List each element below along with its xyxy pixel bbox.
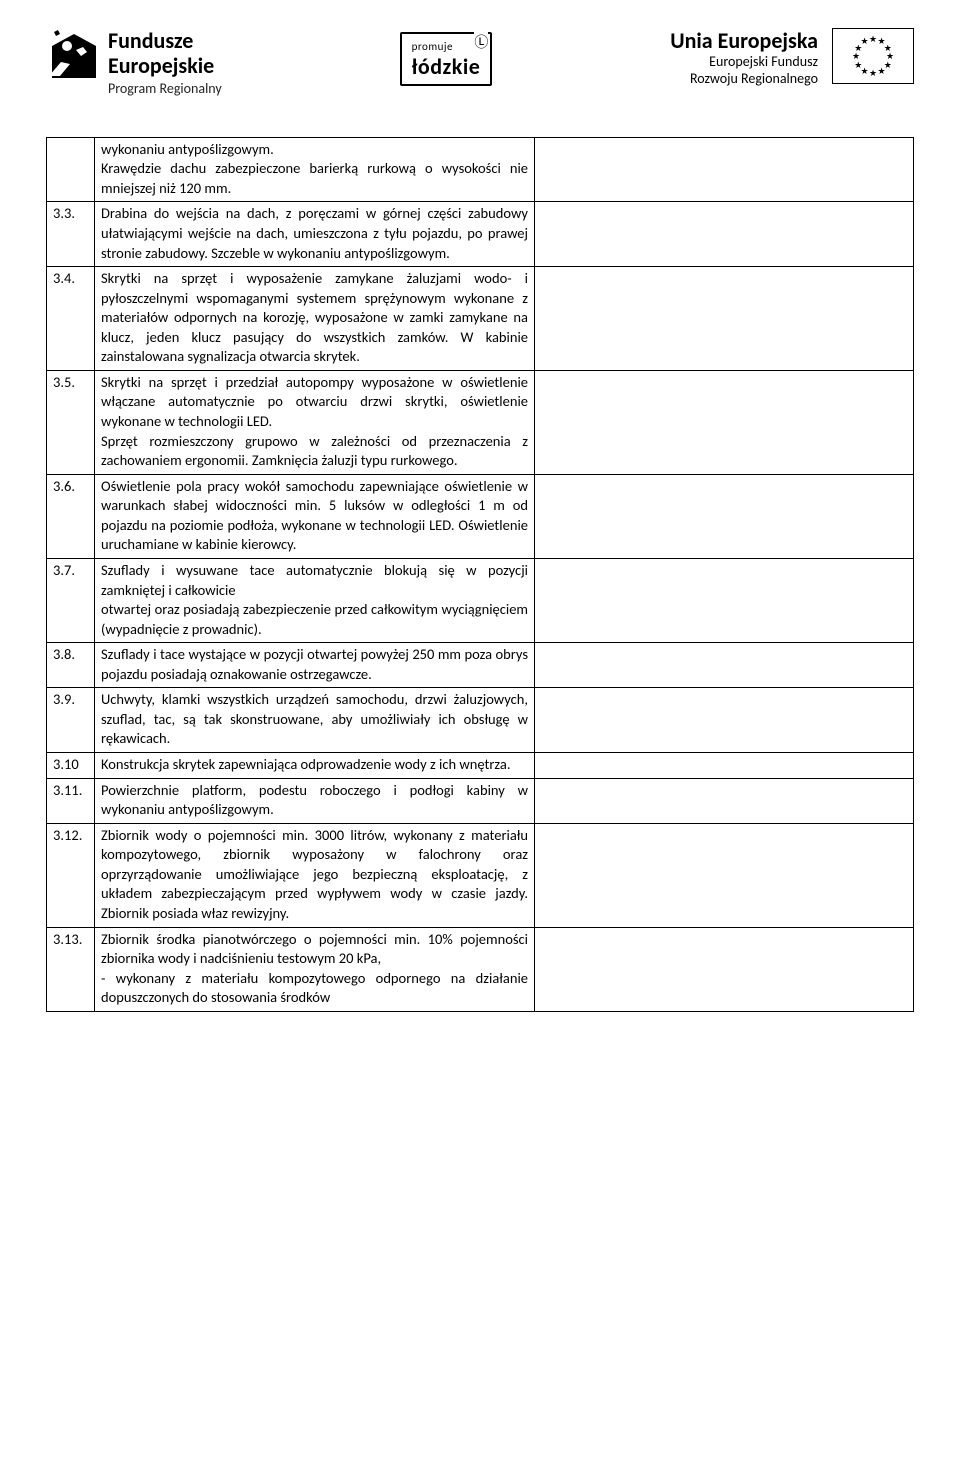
- table-row: 3.5.Skrytki na sprzęt i przedział autopo…: [47, 370, 914, 474]
- table-row: 3.13.Zbiornik środka pianotwórczego o po…: [47, 927, 914, 1011]
- row-description: Zbiornik środka pianotwórczego o pojemno…: [95, 927, 535, 1011]
- row-number: 3.9.: [47, 688, 95, 753]
- row-value: [535, 688, 914, 753]
- row-value: [535, 474, 914, 558]
- row-description: Powierzchnie platform, podestu roboczego…: [95, 778, 535, 823]
- row-number: 3.10: [47, 753, 95, 779]
- row-value: [535, 137, 914, 202]
- row-number: 3.13.: [47, 927, 95, 1011]
- lodzkie-large: łódzkie: [412, 53, 481, 80]
- row-number: 3.3.: [47, 202, 95, 267]
- row-number: 3.8.: [47, 643, 95, 688]
- row-value: [535, 927, 914, 1011]
- ue-logo-block: Unia Europejska Europejski Fundusz Rozwo…: [670, 28, 914, 88]
- ue-line1: Unia Europejska: [670, 28, 818, 54]
- table-row: 3.4.Skrytki na sprzęt i wyposażenie zamy…: [47, 267, 914, 371]
- fe-logo-block: Fundusze Europejskie Program Regionalny: [46, 28, 222, 97]
- row-number: 3.6.: [47, 474, 95, 558]
- lodzkie-small: promuje: [412, 40, 481, 53]
- row-value: [535, 558, 914, 642]
- row-description: Konstrukcja skrytek zapewniająca odprowa…: [95, 753, 535, 779]
- ue-text: Unia Europejska Europejski Fundusz Rozwo…: [670, 28, 818, 88]
- row-value: [535, 643, 914, 688]
- page-header: Fundusze Europejskie Program Regionalny …: [46, 28, 914, 97]
- row-number: 3.4.: [47, 267, 95, 371]
- table-row: wykonaniu antypoślizgowym. Krawędzie dac…: [47, 137, 914, 202]
- fe-logo-icon: [46, 28, 98, 86]
- eu-flag-icon: ★★★★★★★★★★★★: [832, 28, 914, 84]
- table-row: 3.7.Szuflady i wysuwane tace automatyczn…: [47, 558, 914, 642]
- row-value: [535, 778, 914, 823]
- row-description: Skrytki na sprzęt i wyposażenie zamykane…: [95, 267, 535, 371]
- row-value: [535, 753, 914, 779]
- row-number: 3.12.: [47, 823, 95, 927]
- table-row: 3.10Konstrukcja skrytek zapewniająca odp…: [47, 753, 914, 779]
- row-number: 3.11.: [47, 778, 95, 823]
- table-row: 3.11.Powierzchnie platform, podestu robo…: [47, 778, 914, 823]
- row-value: [535, 267, 914, 371]
- fe-line1: Fundusze: [108, 28, 222, 53]
- fe-logo-text: Fundusze Europejskie Program Regionalny: [108, 28, 222, 97]
- fe-line3: Program Regionalny: [108, 81, 222, 97]
- table-row: 3.12.Zbiornik wody o pojemności min. 300…: [47, 823, 914, 927]
- row-description: Drabina do wejścia na dach, z poręczami …: [95, 202, 535, 267]
- spec-table: wykonaniu antypoślizgowym. Krawędzie dac…: [46, 137, 914, 1012]
- row-value: [535, 202, 914, 267]
- row-description: wykonaniu antypoślizgowym. Krawędzie dac…: [95, 137, 535, 202]
- fe-line2: Europejskie: [108, 53, 222, 78]
- row-description: Uchwyty, klamki wszystkich urządzeń samo…: [95, 688, 535, 753]
- row-number: 3.5.: [47, 370, 95, 474]
- row-number: 3.7.: [47, 558, 95, 642]
- row-value: [535, 370, 914, 474]
- row-description: Szuflady i wysuwane tace automatycznie b…: [95, 558, 535, 642]
- row-description: Zbiornik wody o pojemności min. 3000 lit…: [95, 823, 535, 927]
- ue-line2: Europejski Fundusz: [670, 54, 818, 71]
- row-description: Szuflady i tace wystające w pozycji otwa…: [95, 643, 535, 688]
- lodzkie-symbol: Ⓛ: [474, 32, 488, 52]
- table-row: 3.9.Uchwyty, klamki wszystkich urządzeń …: [47, 688, 914, 753]
- table-row: 3.3.Drabina do wejścia na dach, z poręcz…: [47, 202, 914, 267]
- ue-line3: Rozwoju Regionalnego: [670, 71, 818, 88]
- table-row: 3.8.Szuflady i tace wystające w pozycji …: [47, 643, 914, 688]
- row-description: Oświetlenie pola pracy wokół samochodu z…: [95, 474, 535, 558]
- table-row: 3.6.Oświetlenie pola pracy wokół samocho…: [47, 474, 914, 558]
- row-value: [535, 823, 914, 927]
- row-number: [47, 137, 95, 202]
- lodzkie-logo: Ⓛ promuje łódzkie: [400, 32, 493, 86]
- row-description: Skrytki na sprzęt i przedział autopompy …: [95, 370, 535, 474]
